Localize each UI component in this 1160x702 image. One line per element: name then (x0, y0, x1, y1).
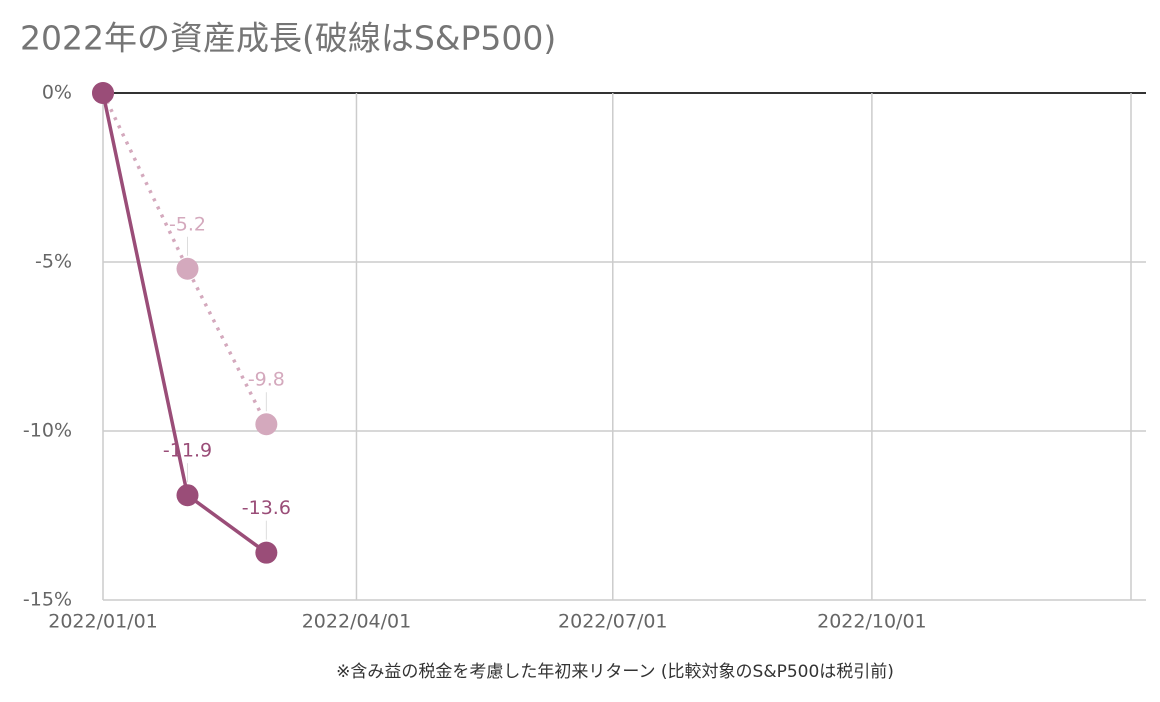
series-line (101, 92, 268, 426)
y-tick-label: 0% (42, 82, 72, 104)
data-point (176, 484, 199, 507)
data-point (176, 257, 199, 280)
x-tick-label: 2022/01/01 (48, 611, 158, 633)
x-tick-label: 2022/07/01 (558, 611, 668, 633)
y-tick-label: -10% (23, 420, 72, 442)
x-tick-label: 2022/10/01 (817, 611, 927, 633)
series-line (101, 92, 268, 555)
data-label: -9.8 (248, 369, 285, 391)
chart-title: 2022年の資産成長(破線はS&P500) (20, 19, 556, 58)
chart-note: ※含み益の税金を考慮した年初来リターン (比較対象のS&P500は税引前) (336, 662, 894, 682)
data-label: -5.2 (169, 213, 206, 235)
data-point (255, 541, 278, 564)
data-label: -11.9 (163, 440, 212, 462)
data-point (255, 413, 278, 436)
x-tick-label: 2022/04/01 (302, 611, 412, 633)
y-tick-label: -15% (23, 589, 72, 611)
y-tick-label: -5% (35, 251, 72, 273)
data-label: -13.6 (242, 497, 291, 519)
data-point (92, 82, 114, 104)
